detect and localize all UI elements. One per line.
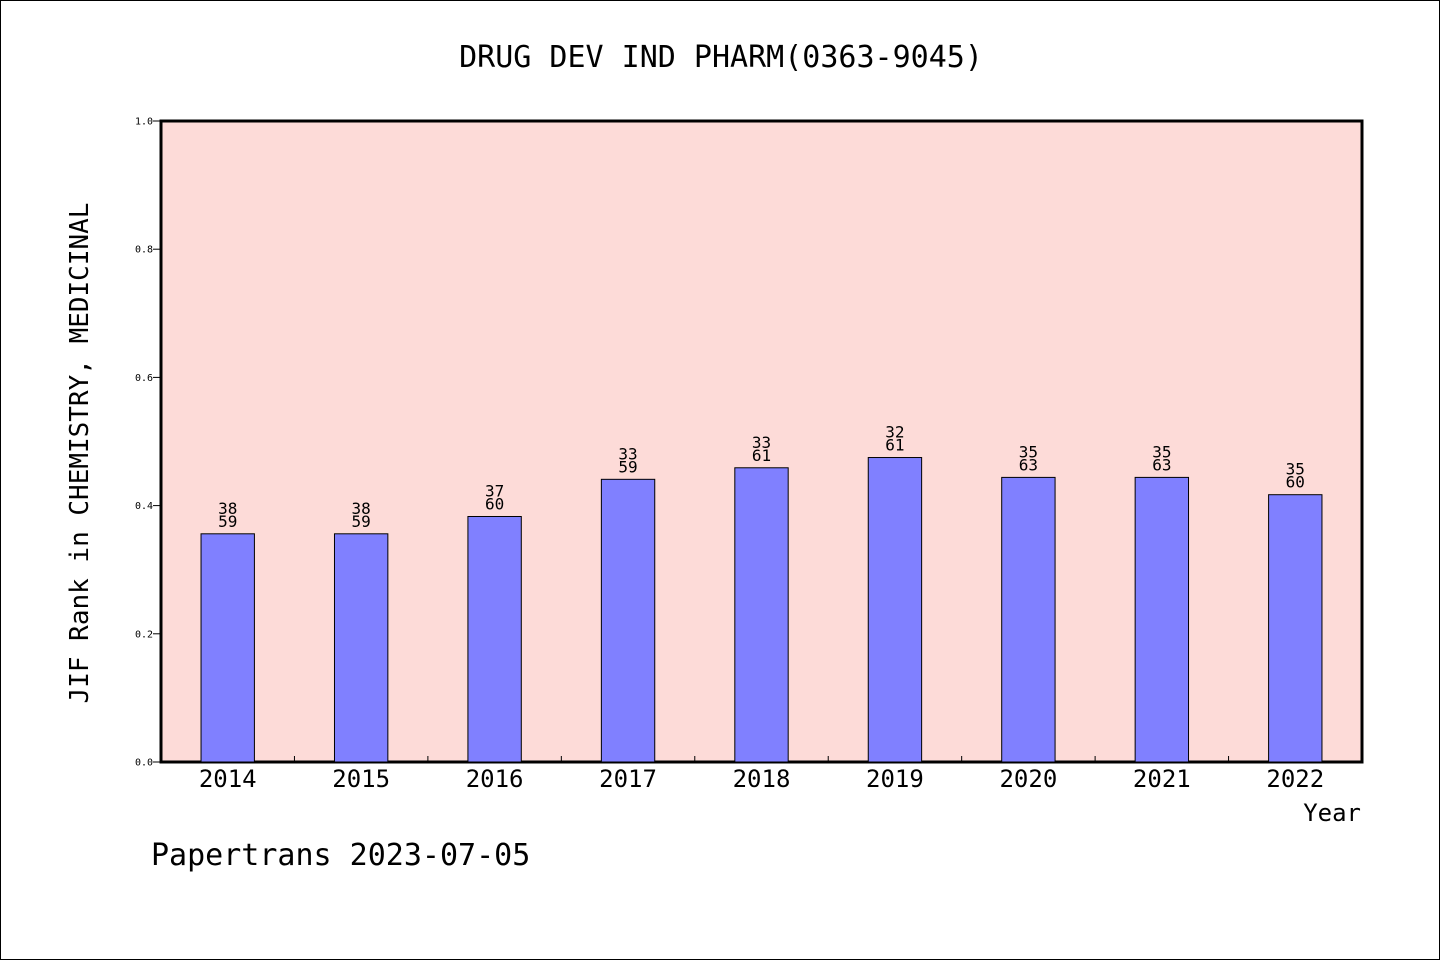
bar: [734, 467, 789, 763]
bar: [333, 533, 389, 763]
footer-credit: Papertrans 2023-07-05: [151, 838, 530, 873]
bar-total-label: 59: [618, 457, 637, 476]
bar: [1134, 476, 1190, 763]
bar-total-label: 60: [485, 494, 504, 513]
bar-rank-label: 38: [352, 499, 371, 518]
y-tick-label: 0.4: [135, 501, 153, 512]
y-axis-title: JIF Rank in CHEMISTRY, MEDICINAL: [65, 203, 95, 704]
y-tick-label: 0.6: [135, 373, 153, 384]
bar-total-label: 59: [218, 512, 237, 531]
bar-rank-label: 32: [885, 423, 904, 442]
x-tick-label: 2018: [733, 765, 791, 793]
x-tick-label: 2022: [1266, 765, 1324, 793]
bar-total-label: 63: [1152, 455, 1171, 474]
x-tick-label: 2016: [466, 765, 524, 793]
bar: [200, 533, 255, 763]
x-axis-title: Year: [1303, 799, 1361, 827]
bar-total-label: 60: [1286, 473, 1305, 492]
x-tick-label: 2014: [199, 765, 257, 793]
bar-rank-label: 35: [1152, 442, 1171, 461]
y-axis: 0.0 0.2 0.4 0.6 0.8 1.0: [135, 117, 161, 769]
bar: [467, 515, 522, 763]
bar: [1001, 476, 1056, 763]
x-tick-label: 2017: [599, 765, 657, 793]
y-tick-label: 0.0: [135, 758, 153, 769]
x-axis: 2014 2015 2016 2017 2018 2019 2020 2021 2022: [199, 756, 1324, 793]
y-tick-label: 1.0: [135, 117, 153, 128]
bar-rank-label: 38: [218, 499, 237, 518]
bar: [1268, 494, 1323, 763]
bar-total-label: 61: [885, 436, 904, 455]
x-tick-label: 2015: [332, 765, 390, 793]
bar-rank-label: 35: [1019, 442, 1038, 461]
chart-title: DRUG DEV IND PHARM(0363-9045): [459, 40, 983, 75]
bar: [867, 457, 923, 763]
bar-total-label: 61: [752, 446, 771, 465]
y-tick-label: 0.8: [135, 245, 153, 256]
bar: [600, 478, 656, 763]
bar-rank-label: 35: [1286, 460, 1305, 479]
bar-total-label: 59: [352, 512, 371, 531]
y-tick-label: 0.2: [135, 629, 153, 640]
bar-rank-label: 33: [752, 433, 771, 452]
bar-series: [200, 457, 1323, 763]
x-tick-label: 2019: [866, 765, 924, 793]
bar-total-label: 63: [1019, 455, 1038, 474]
x-tick-label: 2020: [999, 765, 1057, 793]
bar-rank-label: 33: [618, 444, 637, 463]
x-tick-label: 2021: [1133, 765, 1191, 793]
bar-rank-label: 37: [485, 481, 504, 500]
